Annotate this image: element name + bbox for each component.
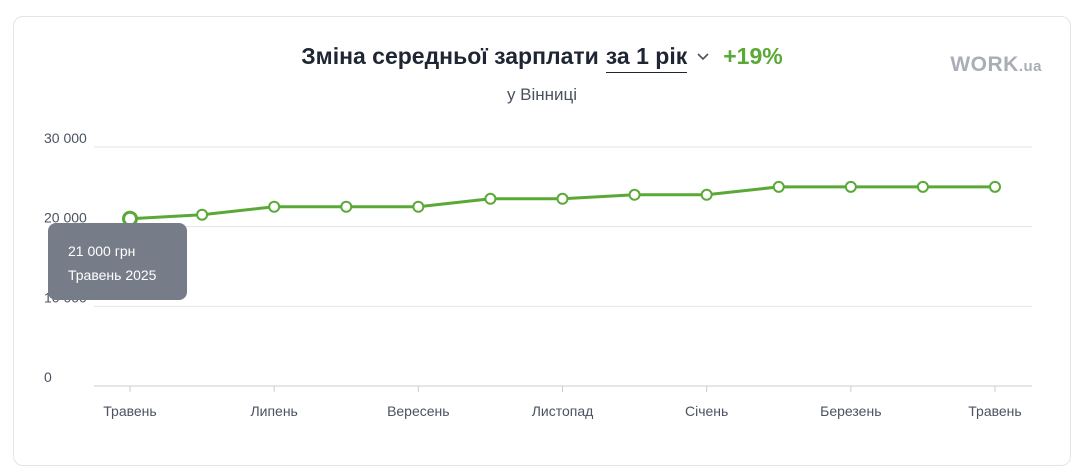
x-tick-label: Травень bbox=[103, 403, 156, 419]
x-tick-label: Листопад bbox=[532, 403, 594, 419]
period-selector[interactable]: за 1 рік bbox=[605, 43, 688, 73]
logo-main: WORK bbox=[950, 53, 1019, 76]
salary-change-percent: +19% bbox=[723, 43, 783, 69]
data-point bbox=[989, 180, 1001, 193]
data-point bbox=[916, 180, 929, 193]
chart-subtitle: у Вінниці bbox=[506, 85, 578, 104]
x-tick-label: Липень bbox=[250, 403, 297, 419]
data-point bbox=[340, 200, 353, 213]
data-point bbox=[844, 180, 857, 193]
data-point bbox=[412, 200, 425, 213]
chevron-down-icon[interactable] bbox=[697, 40, 709, 61]
data-point bbox=[628, 188, 641, 201]
data-point bbox=[484, 192, 497, 205]
y-tick-label: 0 bbox=[44, 369, 52, 385]
chart-title-row: Зміна середньої зарплати за 1 рік +19% bbox=[14, 43, 1070, 73]
work-ua-logo: WORK.ua bbox=[950, 53, 1042, 77]
chart-title: Зміна середньої зарплати bbox=[301, 43, 599, 69]
data-point bbox=[556, 192, 569, 205]
data-point bbox=[196, 208, 209, 221]
data-point bbox=[268, 200, 281, 213]
salary-chart-card: Зміна середньої зарплати за 1 рік +19% у… bbox=[13, 16, 1071, 466]
x-tick-label: Січень bbox=[685, 403, 728, 419]
logo-suffix: .ua bbox=[1018, 58, 1042, 75]
y-tick-label: 30 000 bbox=[44, 130, 87, 146]
x-tick-label: Травень bbox=[968, 403, 1021, 419]
tooltip-value: 21 000 грн bbox=[68, 243, 136, 259]
chart-tooltip: 21 000 грн Травень 2025 bbox=[48, 223, 187, 300]
y-tick-label: 20 000 bbox=[44, 210, 87, 226]
x-tick-label: Березень bbox=[820, 403, 881, 419]
data-point bbox=[772, 180, 785, 193]
tooltip-date: Травень 2025 bbox=[68, 267, 157, 283]
data-point bbox=[700, 188, 713, 201]
x-tick-label: Вересень bbox=[387, 403, 450, 419]
